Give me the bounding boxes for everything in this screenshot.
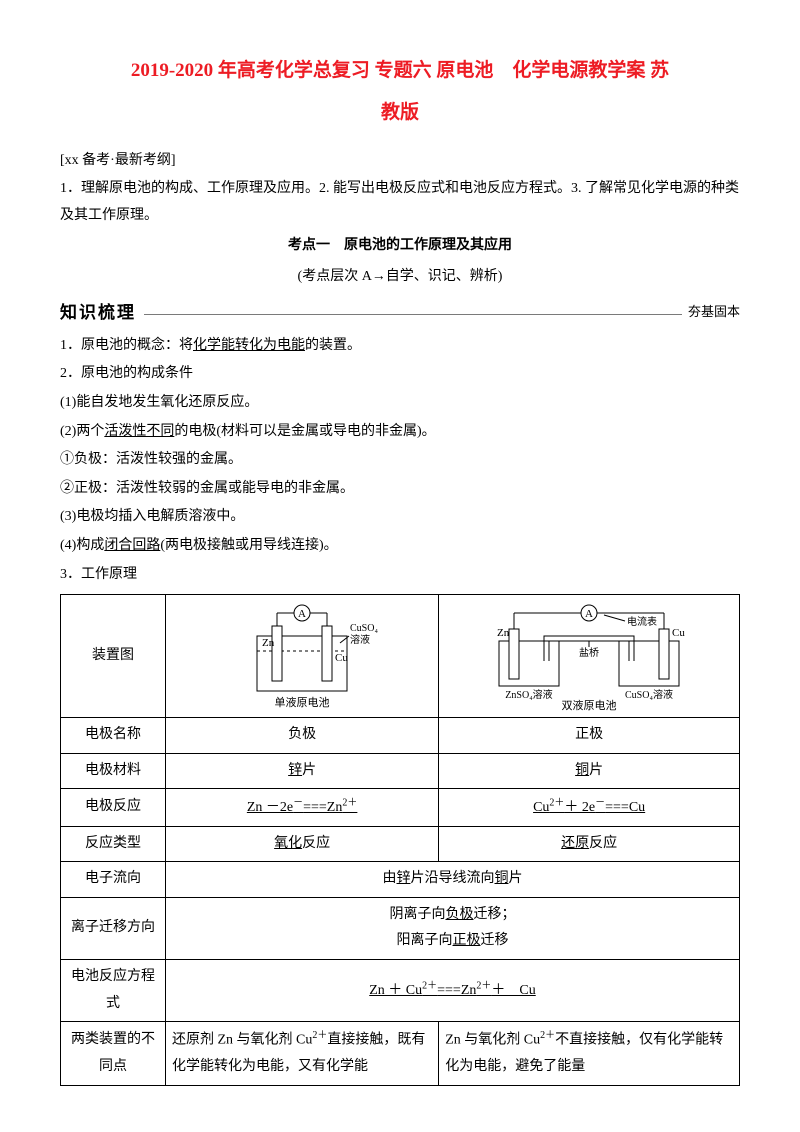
concept-2: 2．原电池的构成条件 [60, 361, 740, 388]
r7u: Zn ＋ Cu2＋===Zn2＋＋ Cu [369, 983, 535, 998]
concept-3: 3．工作原理 [60, 562, 740, 589]
exam-note: [xx 备考·最新考纲] [60, 148, 740, 175]
r2au: 锌 [288, 763, 302, 778]
r3b: Cu2＋＋ 2e－===Cu [533, 800, 645, 815]
r4b2: 反应 [589, 836, 617, 851]
p1a: 1．原电池的概念：将 [60, 338, 193, 353]
concept-1: 1．原电池的概念：将化学能转化为电能的装置。 [60, 333, 740, 360]
knowledge-label: 知识梳理 [60, 297, 144, 329]
diagram-single: A Zn Cu CuSO₄ 溶液 单液原电池 [166, 595, 439, 718]
r6l1a: 阴离子向 [390, 907, 446, 922]
p22u: 活泼性不同 [104, 424, 174, 439]
r5u2: 铜 [495, 871, 509, 886]
double-cell-svg: A Zn Cu 电流表 盐桥 ZnSO₄溶液 CuSO₄溶液 双液原电池 [479, 601, 699, 711]
knowledge-bar: 知识梳理 夯基固本 [60, 297, 740, 329]
svg-text:A: A [298, 608, 306, 620]
cond-2: (2)两个活泼性不同的电极(材料可以是金属或导电的非金属)。 [60, 419, 740, 446]
p24b: (两电极接触或用导线连接)。 [160, 538, 337, 553]
row-diagram-label: 装置图 [61, 595, 166, 718]
svg-text:Cu: Cu [335, 652, 348, 664]
r6l2b: 迁移 [481, 933, 509, 948]
p22a: (2)两个 [60, 424, 104, 439]
r3a: Zn －2e－===Zn2＋ [247, 800, 358, 815]
r6l1u: 负极 [446, 907, 474, 922]
principle-table: 装置图 A Zn Cu CuSO₄ 溶液 [60, 594, 740, 1086]
r4a2: 反应 [302, 836, 330, 851]
row1-b: 正极 [439, 718, 740, 754]
svg-text:Cu: Cu [672, 627, 685, 639]
svg-text:CuSO₄: CuSO₄ [350, 623, 378, 634]
row6-label: 离子迁移方向 [61, 897, 166, 959]
row2-b: 铜片 [439, 753, 740, 789]
row4-label: 反应类型 [61, 826, 166, 862]
svg-text:ZnSO₄溶液: ZnSO₄溶液 [505, 688, 552, 701]
row4-b: 还原反应 [439, 826, 740, 862]
r2a2: 片 [302, 763, 316, 778]
r2bu: 铜 [575, 763, 589, 778]
cond-2-1: ①负极：活泼性较强的金属。 [60, 447, 740, 474]
row2-label: 电极材料 [61, 753, 166, 789]
row7-val: Zn ＋ Cu2＋===Zn2＋＋ Cu [166, 960, 740, 1022]
r6l1b: 迁移； [474, 907, 516, 922]
cond-1: (1)能自发地发生氧化还原反应。 [60, 390, 740, 417]
knowledge-line [144, 314, 682, 315]
objectives: 1．理解原电池的构成、工作原理及应用。2. 能写出电极反应式和电池反应方程式。3… [60, 176, 740, 229]
svg-text:CuSO₄溶液: CuSO₄溶液 [625, 688, 673, 701]
r5a1: 由 [383, 871, 397, 886]
row5-val: 由锌片沿导线流向铜片 [166, 862, 740, 898]
row8-a: 还原剂 Zn 与氧化剂 Cu2＋直接接触，既有化学能转化为电能，又有化学能 [166, 1022, 439, 1086]
row3-a: Zn －2e－===Zn2＋ [166, 789, 439, 826]
page-title: 2019-2020 年高考化学总复习 专题六 原电池 化学电源教学案 苏 教版 [60, 50, 740, 134]
r6l2a: 阳离子向 [397, 933, 453, 948]
r5a2: 片沿导线流向 [411, 871, 495, 886]
p1b: 的装置。 [305, 338, 361, 353]
p1u: 化学能转化为电能 [193, 338, 305, 353]
svg-text:双液原电池: 双液原电池 [562, 698, 617, 711]
r5u1: 锌 [397, 871, 411, 886]
kaodian-sub: (考点层次 A→自学、识记、辨析) [60, 264, 740, 291]
row8-b: Zn 与氧化剂 Cu2＋不直接接触，仅有化学能转化为电能，避免了能量 [439, 1022, 740, 1086]
row2-a: 锌片 [166, 753, 439, 789]
cond-3: (3)电极均插入电解质溶液中。 [60, 504, 740, 531]
row4-a: 氧化反应 [166, 826, 439, 862]
row1-label: 电极名称 [61, 718, 166, 754]
cond-4: (4)构成闭合回路(两电极接触或用导线连接)。 [60, 533, 740, 560]
row5-label: 电子流向 [61, 862, 166, 898]
row3-b: Cu2＋＋ 2e－===Cu [439, 789, 740, 826]
cond-2-2: ②正极：活泼性较弱的金属或能导电的非金属。 [60, 476, 740, 503]
row8-label: 两类装置的不同点 [61, 1022, 166, 1086]
title-line-2: 教版 [381, 102, 419, 123]
row6-val: 阴离子向负极迁移； 阳离子向正极迁移 [166, 897, 740, 959]
diagram-double: A Zn Cu 电流表 盐桥 ZnSO₄溶液 CuSO₄溶液 双液原电池 [439, 595, 740, 718]
r2b2: 片 [589, 763, 603, 778]
r4au: 氧化 [274, 836, 302, 851]
svg-text:A: A [585, 608, 593, 620]
svg-text:盐桥: 盐桥 [579, 646, 599, 659]
r4bu: 还原 [561, 836, 589, 851]
svg-text:Zn: Zn [262, 637, 275, 649]
svg-text:单液原电池: 单液原电池 [275, 695, 330, 709]
title-line-1: 2019-2020 年高考化学总复习 专题六 原电池 化学电源教学案 苏 [131, 60, 669, 81]
row3-label: 电极反应 [61, 789, 166, 826]
knowledge-right: 夯基固本 [682, 300, 740, 325]
kaodian-heading: 考点一 原电池的工作原理及其应用 [60, 233, 740, 260]
r5a3: 片 [509, 871, 523, 886]
row7-label: 电池反应方程式 [61, 960, 166, 1022]
row1-a: 负极 [166, 718, 439, 754]
p24u: 闭合回路 [104, 538, 160, 553]
r6l2u: 正极 [453, 933, 481, 948]
svg-text:电流表: 电流表 [627, 615, 657, 628]
p22b: 的电极(材料可以是金属或导电的非金属)。 [174, 424, 435, 439]
svg-text:溶液: 溶液 [350, 633, 370, 646]
svg-text:Zn: Zn [497, 627, 510, 639]
p24a: (4)构成 [60, 538, 104, 553]
single-cell-svg: A Zn Cu CuSO₄ 溶液 单液原电池 [222, 601, 382, 711]
